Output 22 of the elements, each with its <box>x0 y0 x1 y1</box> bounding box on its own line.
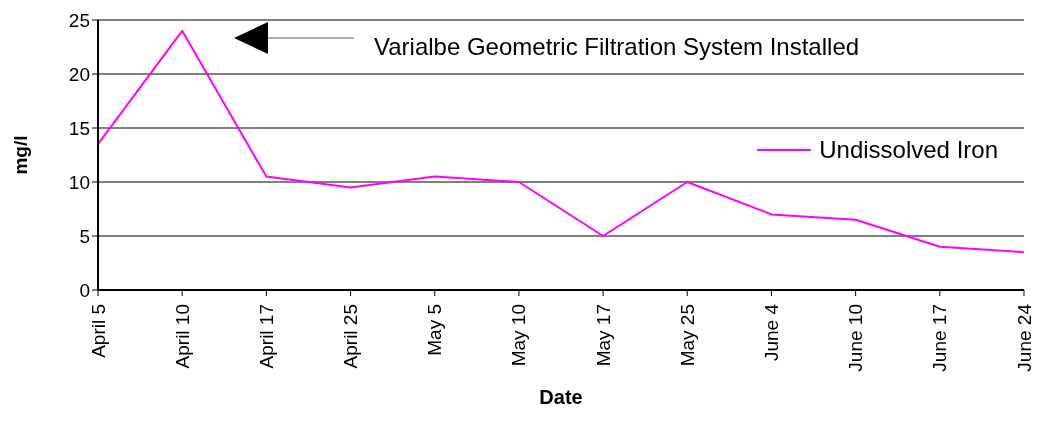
x-tick-label: April 10 <box>171 304 193 369</box>
y-axis-title: mg/l <box>9 135 31 175</box>
y-tick-label: 25 <box>68 9 90 31</box>
y-tick-label: 5 <box>79 225 90 247</box>
x-tick-label: April 17 <box>255 304 277 369</box>
x-tick-label: May 10 <box>508 304 530 367</box>
x-tick-label: May 25 <box>676 304 698 367</box>
x-tick-label: June 24 <box>1013 303 1035 372</box>
legend-label: Undissolved Iron <box>819 136 998 164</box>
x-axis-title: Date <box>539 386 583 408</box>
x-tick-label: April 25 <box>340 304 362 369</box>
x-tick-label: June 17 <box>929 304 951 372</box>
x-tick-label: May 5 <box>424 304 446 356</box>
x-tick-label: April 5 <box>87 304 109 358</box>
x-tick-label: June 4 <box>760 303 782 362</box>
annotation: Varialbe Geometric Filtration System Installed <box>374 33 860 61</box>
y-tick-label: 10 <box>68 171 90 193</box>
x-tick-label: May 17 <box>592 304 614 367</box>
x-tick-label: June 10 <box>845 304 867 372</box>
y-tick-label: 15 <box>68 117 90 139</box>
y-tick-label: 0 <box>79 279 90 301</box>
y-tick-label: 20 <box>68 63 90 85</box>
